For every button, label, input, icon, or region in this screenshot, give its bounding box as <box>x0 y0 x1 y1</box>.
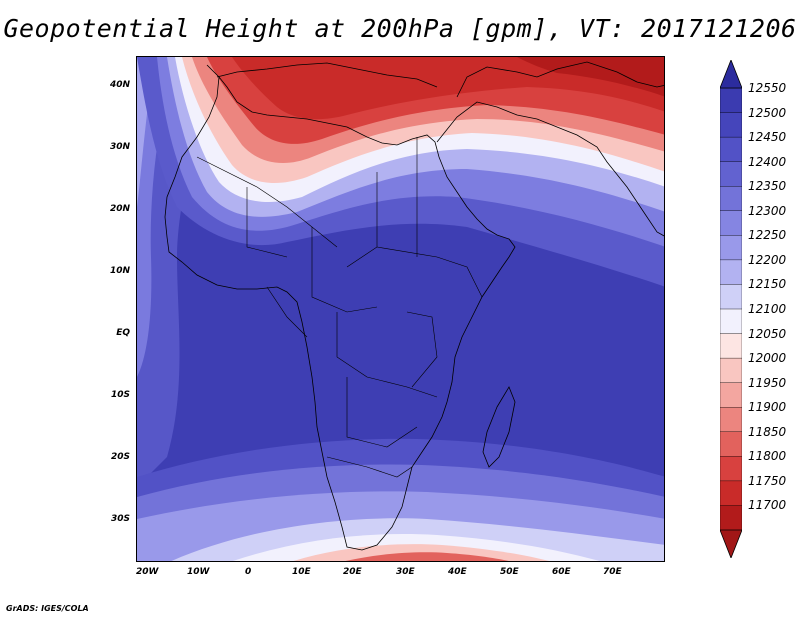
colorbar-swatch <box>720 358 742 383</box>
colorbar-swatch <box>720 407 742 432</box>
lat-label-20s: 20S <box>100 452 130 462</box>
colorbar-label: 12150 <box>748 277 786 291</box>
lon-label-50e: 50E <box>500 567 519 577</box>
colorbar-label: 12300 <box>748 204 786 218</box>
colorbar-label: 11900 <box>748 400 786 414</box>
colorbar-label: 12050 <box>748 327 786 341</box>
colorbar-swatch <box>720 235 742 260</box>
colorbar-label: 11700 <box>748 498 786 512</box>
lat-label-10n: 10N <box>100 266 130 276</box>
colorbar-label: 12100 <box>748 302 786 316</box>
colorbar-swatch <box>720 137 742 162</box>
colorbar-label: 12250 <box>748 228 786 242</box>
lon-label-0: 0 <box>245 567 251 577</box>
lon-label-40e: 40E <box>448 567 467 577</box>
colorbar-label: 12550 <box>748 81 786 95</box>
colorbar-swatch <box>720 260 742 285</box>
colorbar-swatch <box>720 383 742 408</box>
lat-label-30s: 30S <box>100 514 130 524</box>
colorbar-top-arrow <box>720 60 742 88</box>
lat-label-20n: 20N <box>100 204 130 214</box>
lon-label-20e: 20E <box>343 567 362 577</box>
lon-label-10e: 10E <box>292 567 311 577</box>
colorbar <box>720 60 742 558</box>
colorbar-label: 12400 <box>748 155 786 169</box>
colorbar-bottom-arrow <box>720 530 742 558</box>
lat-label-40n: 40N <box>100 80 130 90</box>
colorbar-swatch <box>720 113 742 138</box>
colorbar-label: 12000 <box>748 351 786 365</box>
colorbar-swatch <box>720 211 742 236</box>
colorbar-label: 11750 <box>748 474 786 488</box>
lat-label-10s: 10S <box>100 390 130 400</box>
colorbar-swatch <box>720 284 742 309</box>
lon-label-10w: 10W <box>187 567 209 577</box>
lon-label-60e: 60E <box>552 567 571 577</box>
colorbar-swatch <box>720 162 742 187</box>
map-title: Geopotential Height at 200hPa [gpm], VT:… <box>0 14 800 43</box>
colorbar-swatch <box>720 186 742 211</box>
colorbar-swatch <box>720 505 742 530</box>
colorbar-swatch <box>720 432 742 457</box>
lon-label-70e: 70E <box>603 567 622 577</box>
colorbar-label: 12200 <box>748 253 786 267</box>
lat-label-30n: 30N <box>100 142 130 152</box>
colorbar-label: 12500 <box>748 106 786 120</box>
colorbar-label: 11950 <box>748 376 786 390</box>
map-panel <box>136 56 665 562</box>
lat-label-eq: EQ <box>100 328 130 338</box>
grads-credit: GrADS: IGES/COLA <box>6 604 89 613</box>
colorbar-label: 12450 <box>748 130 786 144</box>
lon-label-20w: 20W <box>136 567 158 577</box>
colorbar-swatch <box>720 481 742 506</box>
colorbar-label: 11850 <box>748 425 786 439</box>
colorbar-label: 11800 <box>748 449 786 463</box>
colorbar-swatch <box>720 88 742 113</box>
lon-label-30e: 30E <box>396 567 415 577</box>
colorbar-swatch <box>720 456 742 481</box>
colorbar-label: 12350 <box>748 179 786 193</box>
geopotential-field <box>137 57 665 562</box>
colorbar-swatch <box>720 334 742 359</box>
colorbar-swatch <box>720 309 742 334</box>
